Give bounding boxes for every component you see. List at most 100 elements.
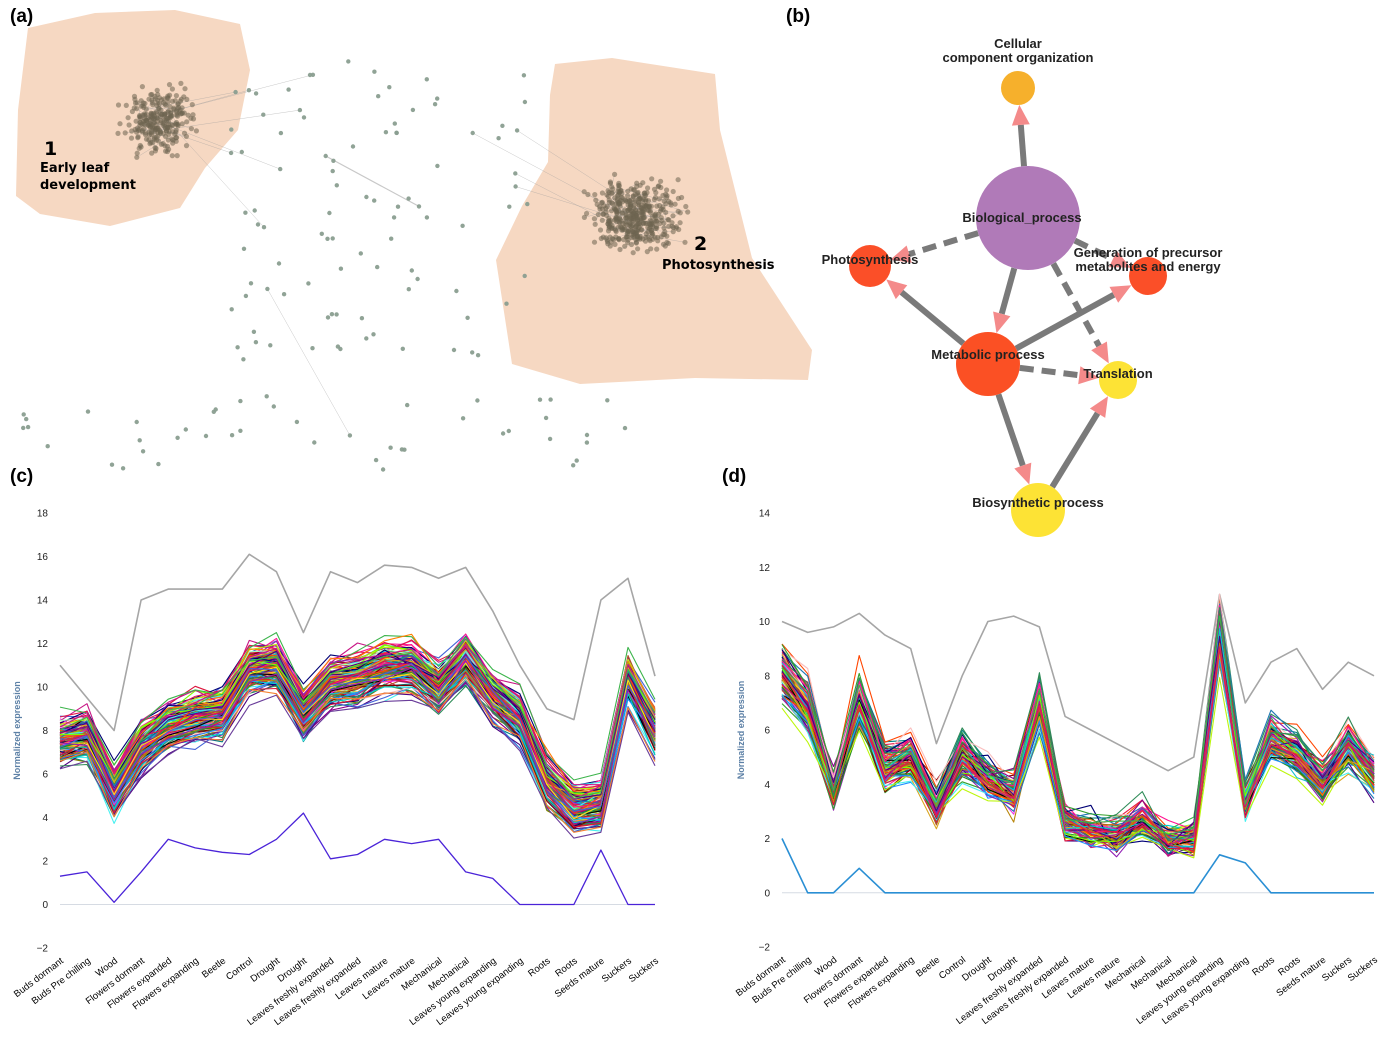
network-node [135, 125, 141, 131]
network-node [143, 106, 149, 112]
go-edges [886, 104, 1132, 489]
network-node [327, 210, 332, 216]
network-node [670, 229, 676, 235]
network-node [213, 407, 218, 412]
profile-line [59, 636, 656, 799]
network-node [182, 86, 188, 92]
profile-line [59, 672, 656, 828]
network-node [645, 185, 651, 191]
network-node [323, 153, 328, 159]
network-node [638, 216, 644, 222]
go-node-mp [956, 332, 1020, 396]
network-node [193, 128, 199, 134]
network-node [470, 130, 475, 136]
network-node [160, 122, 166, 128]
network-node [387, 85, 392, 90]
network-node [399, 447, 405, 452]
go-node-bsp [1011, 483, 1065, 537]
network-node [652, 213, 658, 219]
network-node [609, 200, 616, 207]
network-node [628, 223, 634, 229]
network-node [297, 107, 303, 113]
network-node [239, 149, 244, 155]
network-node [614, 193, 621, 199]
network-node [276, 261, 282, 266]
x-category-label: Roots [526, 955, 553, 979]
go-node-gen [1129, 257, 1167, 295]
network-node [432, 102, 438, 107]
go-label-gen-line2: metabolites and energy [1075, 259, 1221, 274]
network-node [632, 197, 638, 203]
network-node [147, 141, 153, 147]
network-node [623, 198, 629, 204]
go-node-cco [1001, 71, 1035, 105]
cluster-1-number: 1 [44, 138, 57, 160]
network-node [261, 112, 266, 117]
network-node [584, 432, 590, 438]
network-node [115, 130, 121, 136]
y-tick-label: 16 [37, 552, 49, 563]
network-node [685, 209, 691, 215]
network-node [246, 88, 252, 93]
profile-line [781, 613, 1375, 839]
go-label-bp: Biological_process [962, 210, 1081, 225]
network-node [642, 192, 648, 198]
network-node [128, 135, 135, 141]
network-node [241, 357, 246, 362]
network-node [392, 121, 397, 126]
network-node [628, 211, 635, 217]
network-node [175, 435, 180, 440]
network-node [610, 186, 616, 192]
network-node [158, 118, 164, 124]
network-node [166, 82, 173, 88]
network-node [663, 191, 669, 197]
y-tick-label: 14 [37, 596, 49, 607]
network-node [655, 184, 661, 190]
network-node [229, 127, 234, 132]
go-label-mp: Metabolic process [931, 347, 1044, 362]
network-node [612, 241, 618, 247]
network-node [605, 188, 611, 194]
network-node [334, 183, 339, 188]
network-node [175, 121, 181, 127]
network-node [571, 463, 576, 468]
y-tick-label: 18 [37, 509, 49, 520]
network-node [253, 91, 259, 96]
network-node [625, 239, 631, 246]
network-node [169, 86, 175, 92]
network-node [661, 220, 667, 226]
network-node [235, 345, 240, 350]
network-node [625, 202, 631, 208]
network-node [164, 95, 170, 101]
network-node [149, 121, 155, 127]
network-node [650, 230, 656, 237]
y-tick-label: 10 [759, 617, 771, 628]
network-node [543, 415, 549, 421]
network-node [359, 316, 365, 321]
panel-label-b: (b) [786, 6, 811, 27]
network-node [658, 215, 664, 221]
network-node [238, 398, 243, 404]
network-node [451, 347, 457, 353]
network-node [241, 246, 247, 251]
network-node [607, 180, 614, 186]
network-node [146, 96, 152, 102]
network-node [640, 180, 646, 186]
network-node [164, 143, 170, 149]
network-node [611, 205, 617, 211]
network-node [156, 105, 162, 112]
profile-line [59, 647, 656, 800]
go-arrow-bp-cco [1011, 104, 1030, 126]
network-node [133, 129, 140, 135]
network-node [139, 84, 145, 90]
network-node [647, 238, 653, 244]
network-node [525, 201, 530, 207]
network-node [21, 425, 26, 431]
network-node [592, 192, 598, 198]
x-category-label: Suckers [627, 955, 661, 985]
network-node [294, 419, 300, 425]
profile-line [781, 635, 1375, 847]
network-node [167, 113, 174, 119]
profile-line [59, 660, 656, 825]
network-node [664, 233, 670, 239]
